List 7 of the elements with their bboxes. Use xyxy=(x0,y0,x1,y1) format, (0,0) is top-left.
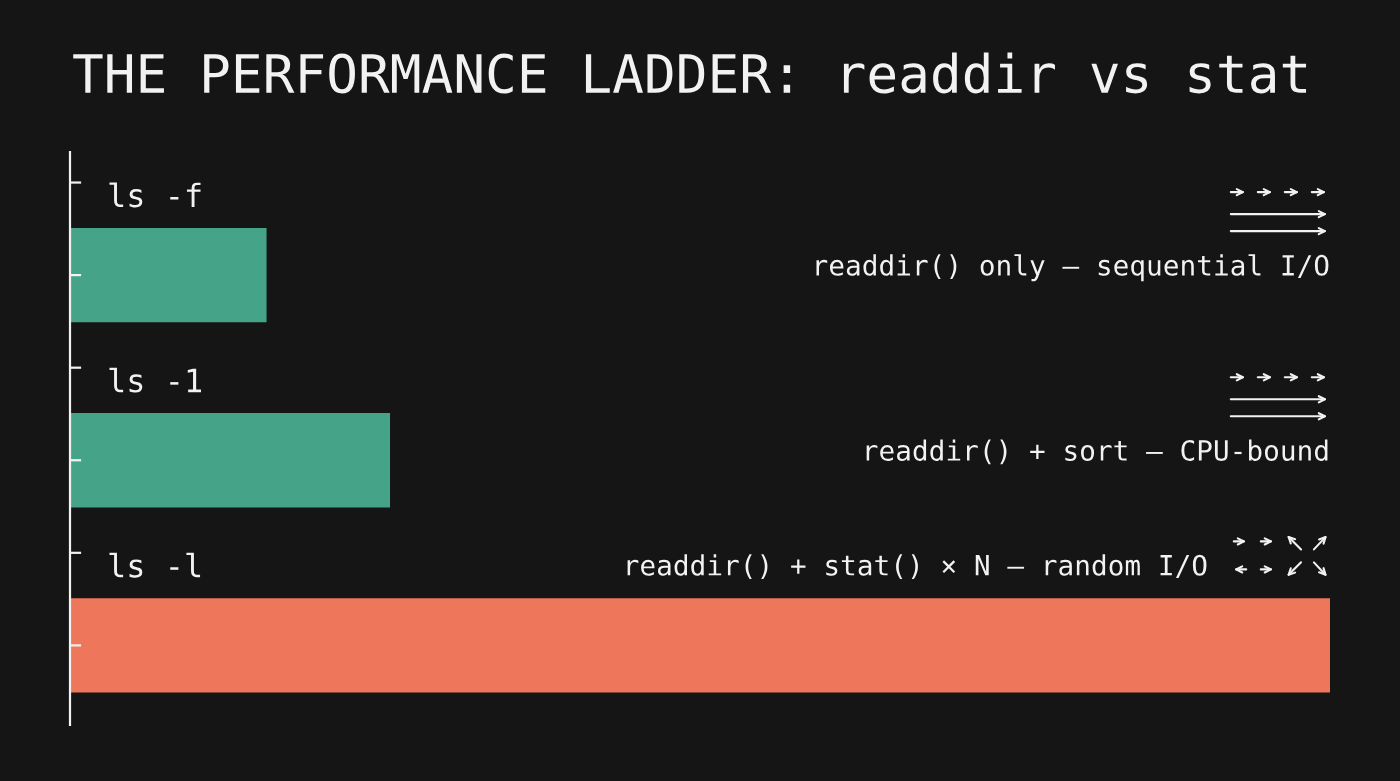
y-tick-label: ls -f xyxy=(109,182,201,208)
annotation: readdir() only — sequential I/O xyxy=(816,254,1329,282)
y-tick-label: ls -1 xyxy=(109,367,201,393)
annotation: readdir() + stat() × N — random I/O xyxy=(627,554,1207,580)
annotation: readdir() + sort — CPU-bound xyxy=(866,439,1328,465)
chart-title: THE PERFORMANCE LADDER: readdir vs stat xyxy=(73,52,1307,94)
y-tick-label: ls -l xyxy=(109,552,201,578)
